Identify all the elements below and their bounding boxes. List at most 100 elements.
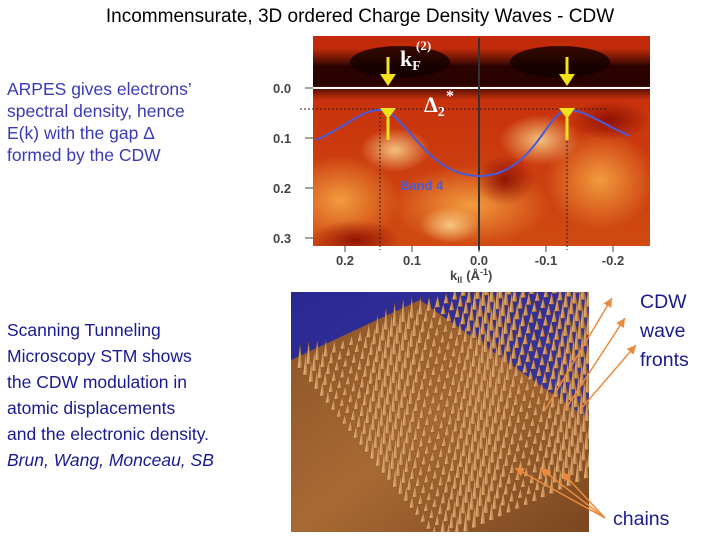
stm-caption-line: Scanning Tunneling — [7, 320, 161, 340]
atom-spike — [522, 332, 529, 345]
atom-spike — [337, 348, 343, 360]
atom-spike — [378, 431, 385, 456]
atom-spike — [459, 365, 465, 382]
atom-spike — [460, 310, 466, 325]
atom-spike — [550, 364, 557, 380]
atom-spike — [496, 333, 503, 356]
atom-spike — [581, 379, 588, 404]
atom-spike — [458, 447, 464, 468]
atom-spike — [459, 337, 466, 354]
stm-caption-line: the CDW modulation in — [7, 372, 187, 392]
atom-spike — [449, 482, 455, 500]
atom-spike — [473, 390, 479, 414]
atom-spike — [534, 292, 541, 302]
atom-spike — [425, 385, 431, 397]
atom-spike — [436, 400, 442, 411]
atom-spike — [441, 406, 448, 418]
atom-spike — [376, 358, 383, 381]
atom-spike — [336, 377, 343, 389]
atom-spike — [416, 385, 422, 401]
stm-caption-line: and the electronic density. — [7, 424, 210, 444]
atom-spike — [536, 365, 542, 377]
atom-spike — [457, 502, 463, 525]
atom-spike — [492, 431, 499, 453]
atom-spike — [392, 465, 398, 488]
atom-spike — [421, 424, 428, 437]
stm-caption: Scanning Tunneling Microscopy STM shows … — [7, 317, 282, 473]
atom-spike — [501, 431, 507, 449]
atom-spike — [479, 339, 486, 364]
atom-spike — [367, 421, 373, 442]
atom-spike — [528, 340, 534, 352]
atom-spike — [463, 508, 469, 532]
atom-spike — [388, 341, 394, 366]
atom-spike — [568, 293, 575, 315]
atom-spike — [490, 353, 497, 378]
atom-spike — [581, 409, 587, 433]
atom-spike — [362, 389, 368, 406]
atom-spike — [497, 303, 503, 328]
atom-spike — [408, 356, 414, 376]
atom-spike — [379, 403, 385, 427]
atom-spike — [477, 482, 484, 507]
atom-spike — [394, 319, 400, 345]
atom-spike — [320, 350, 326, 368]
atom-spike — [385, 324, 392, 348]
atom-spike — [345, 402, 351, 414]
atom-spike — [302, 351, 309, 376]
atom-spike — [360, 345, 366, 360]
atom-spike — [565, 333, 571, 354]
atom-spike — [454, 514, 460, 532]
atom-spike — [539, 382, 545, 394]
atom-spike — [519, 342, 526, 356]
atom-spike — [470, 373, 477, 396]
atom-spike — [427, 432, 433, 444]
atom-spike — [508, 292, 515, 313]
atom-spike — [398, 445, 404, 466]
atom-spike — [498, 411, 505, 431]
atom-spike — [504, 391, 511, 410]
atom-spike — [387, 427, 393, 452]
atom-spike — [443, 478, 450, 493]
atom-spike — [585, 311, 589, 336]
stm-caption-line: Microscopy STM shows — [7, 346, 192, 366]
atom-spike — [529, 292, 535, 295]
atom-spike — [526, 483, 532, 495]
atom-spike — [429, 479, 435, 490]
atom-spike — [481, 385, 488, 410]
atom-spike — [574, 292, 581, 293]
atom-spike — [493, 343, 500, 367]
atom-spike — [400, 298, 406, 323]
stm-image — [291, 292, 589, 532]
atom-spike — [466, 497, 472, 521]
atom-spike — [381, 448, 387, 474]
atom-spike — [398, 474, 404, 495]
atom-spike — [404, 455, 410, 473]
atom-spike — [486, 481, 492, 503]
atom-spike — [514, 332, 520, 349]
atom-spike — [469, 429, 476, 453]
chain-arrows — [514, 467, 606, 519]
atom-spike — [487, 364, 494, 389]
atom-spike — [379, 375, 385, 399]
atom-spike — [424, 443, 430, 455]
atom-spike — [573, 326, 580, 351]
atom-spike — [414, 336, 420, 355]
atom-spike — [447, 411, 453, 425]
atom-spike — [515, 411, 522, 424]
atom-spike — [385, 381, 391, 406]
atom-spike — [557, 313, 563, 330]
atom-spike — [417, 326, 423, 344]
atom-spike — [491, 296, 498, 321]
atom-spike — [422, 365, 428, 380]
atom-spike — [331, 339, 338, 353]
atom-spike — [419, 346, 426, 362]
atom-spike — [579, 304, 586, 329]
atom-spike — [441, 434, 447, 447]
atom-spike — [414, 306, 421, 326]
atom-spike — [548, 320, 554, 333]
atom-spike — [524, 437, 530, 448]
atom-spike — [437, 343, 443, 354]
kf-label: kF — [400, 46, 421, 74]
atom-spike — [410, 405, 416, 423]
